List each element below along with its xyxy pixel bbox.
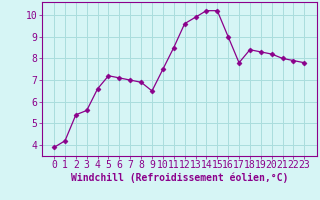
X-axis label: Windchill (Refroidissement éolien,°C): Windchill (Refroidissement éolien,°C) (70, 173, 288, 183)
